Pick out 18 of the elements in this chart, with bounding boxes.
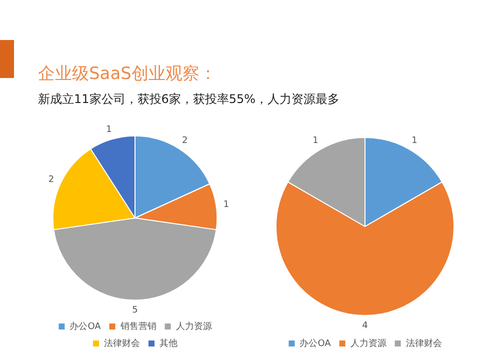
data-label: 1	[223, 200, 230, 210]
data-label: 1	[106, 124, 112, 135]
data-label: 5	[132, 305, 138, 316]
data-label: 1	[412, 136, 418, 146]
data-label: 2	[48, 175, 54, 186]
chart-title: 企业级SaaS创业观察：	[38, 63, 216, 85]
legend-label: 销售营销	[119, 320, 156, 332]
legend-label: 办公OA	[70, 320, 102, 332]
legend-label: 人力资源	[350, 338, 386, 349]
legend-label: 办公OA	[300, 338, 332, 349]
legend-label: 法律财会	[406, 338, 442, 349]
data-label: 4	[362, 320, 368, 331]
chart-subtitle: 新成立11家公司，获投6家，获投率55%，人力资源最多	[38, 91, 340, 108]
legend-label: 其他	[160, 338, 178, 349]
legend-label: 人力资源	[176, 320, 212, 332]
data-label: 2	[182, 136, 188, 146]
legend-label: 法律财会	[104, 338, 140, 349]
data-label: 1	[312, 136, 318, 146]
